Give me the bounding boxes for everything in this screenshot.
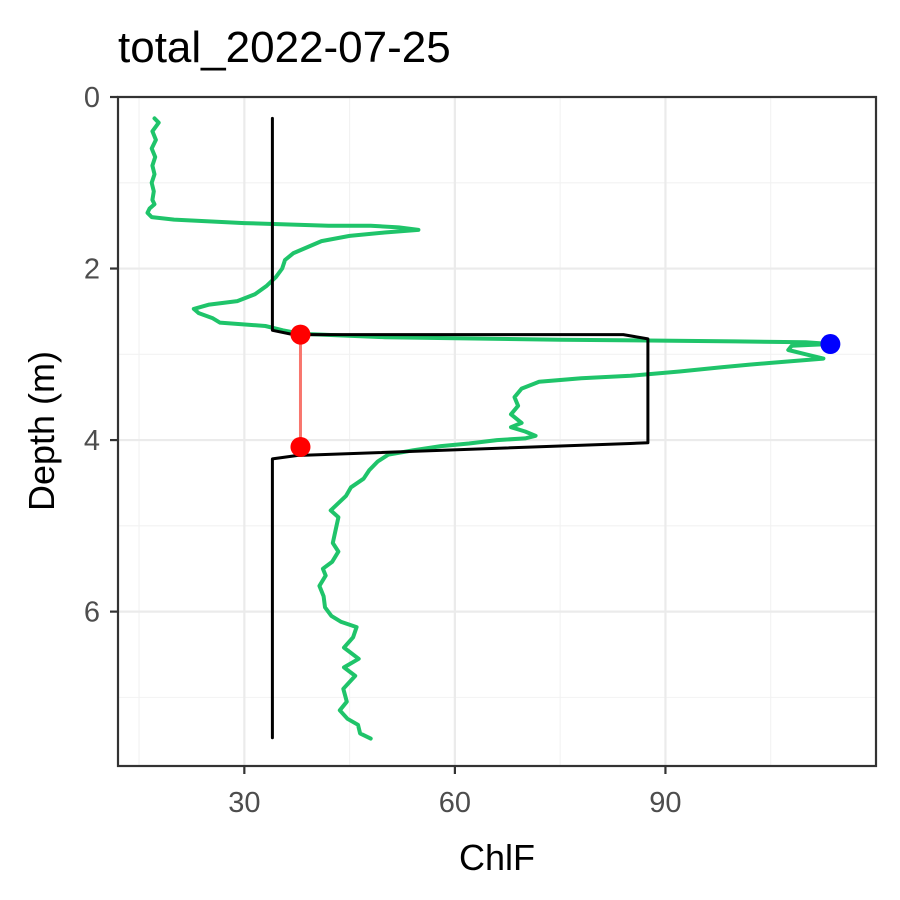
chart-title: total_2022-07-25 bbox=[118, 23, 451, 72]
grid bbox=[118, 95, 876, 766]
fitted-profile-line bbox=[270, 116, 650, 740]
axes: 30 60 90 0 2 4 6 bbox=[84, 82, 682, 819]
layer-bound-marker bbox=[290, 436, 311, 457]
layer-bound-marker bbox=[290, 324, 311, 345]
plot-lines bbox=[145, 116, 833, 741]
x-tick-label: 60 bbox=[439, 787, 471, 819]
profile-line bbox=[145, 116, 833, 741]
x-tick-label: 30 bbox=[228, 787, 260, 819]
y-tick-label: 4 bbox=[84, 425, 100, 457]
y-tick-label: 6 bbox=[84, 597, 100, 629]
max-point-marker bbox=[820, 334, 841, 355]
x-axis-title: ChlF bbox=[459, 837, 535, 878]
plot-markers bbox=[290, 324, 841, 457]
y-tick-label: 0 bbox=[84, 82, 100, 114]
y-axis-title: Depth (m) bbox=[21, 351, 62, 511]
x-tick-label: 90 bbox=[649, 787, 681, 819]
panel-border bbox=[116, 95, 878, 768]
y-tick-label: 2 bbox=[84, 254, 100, 286]
